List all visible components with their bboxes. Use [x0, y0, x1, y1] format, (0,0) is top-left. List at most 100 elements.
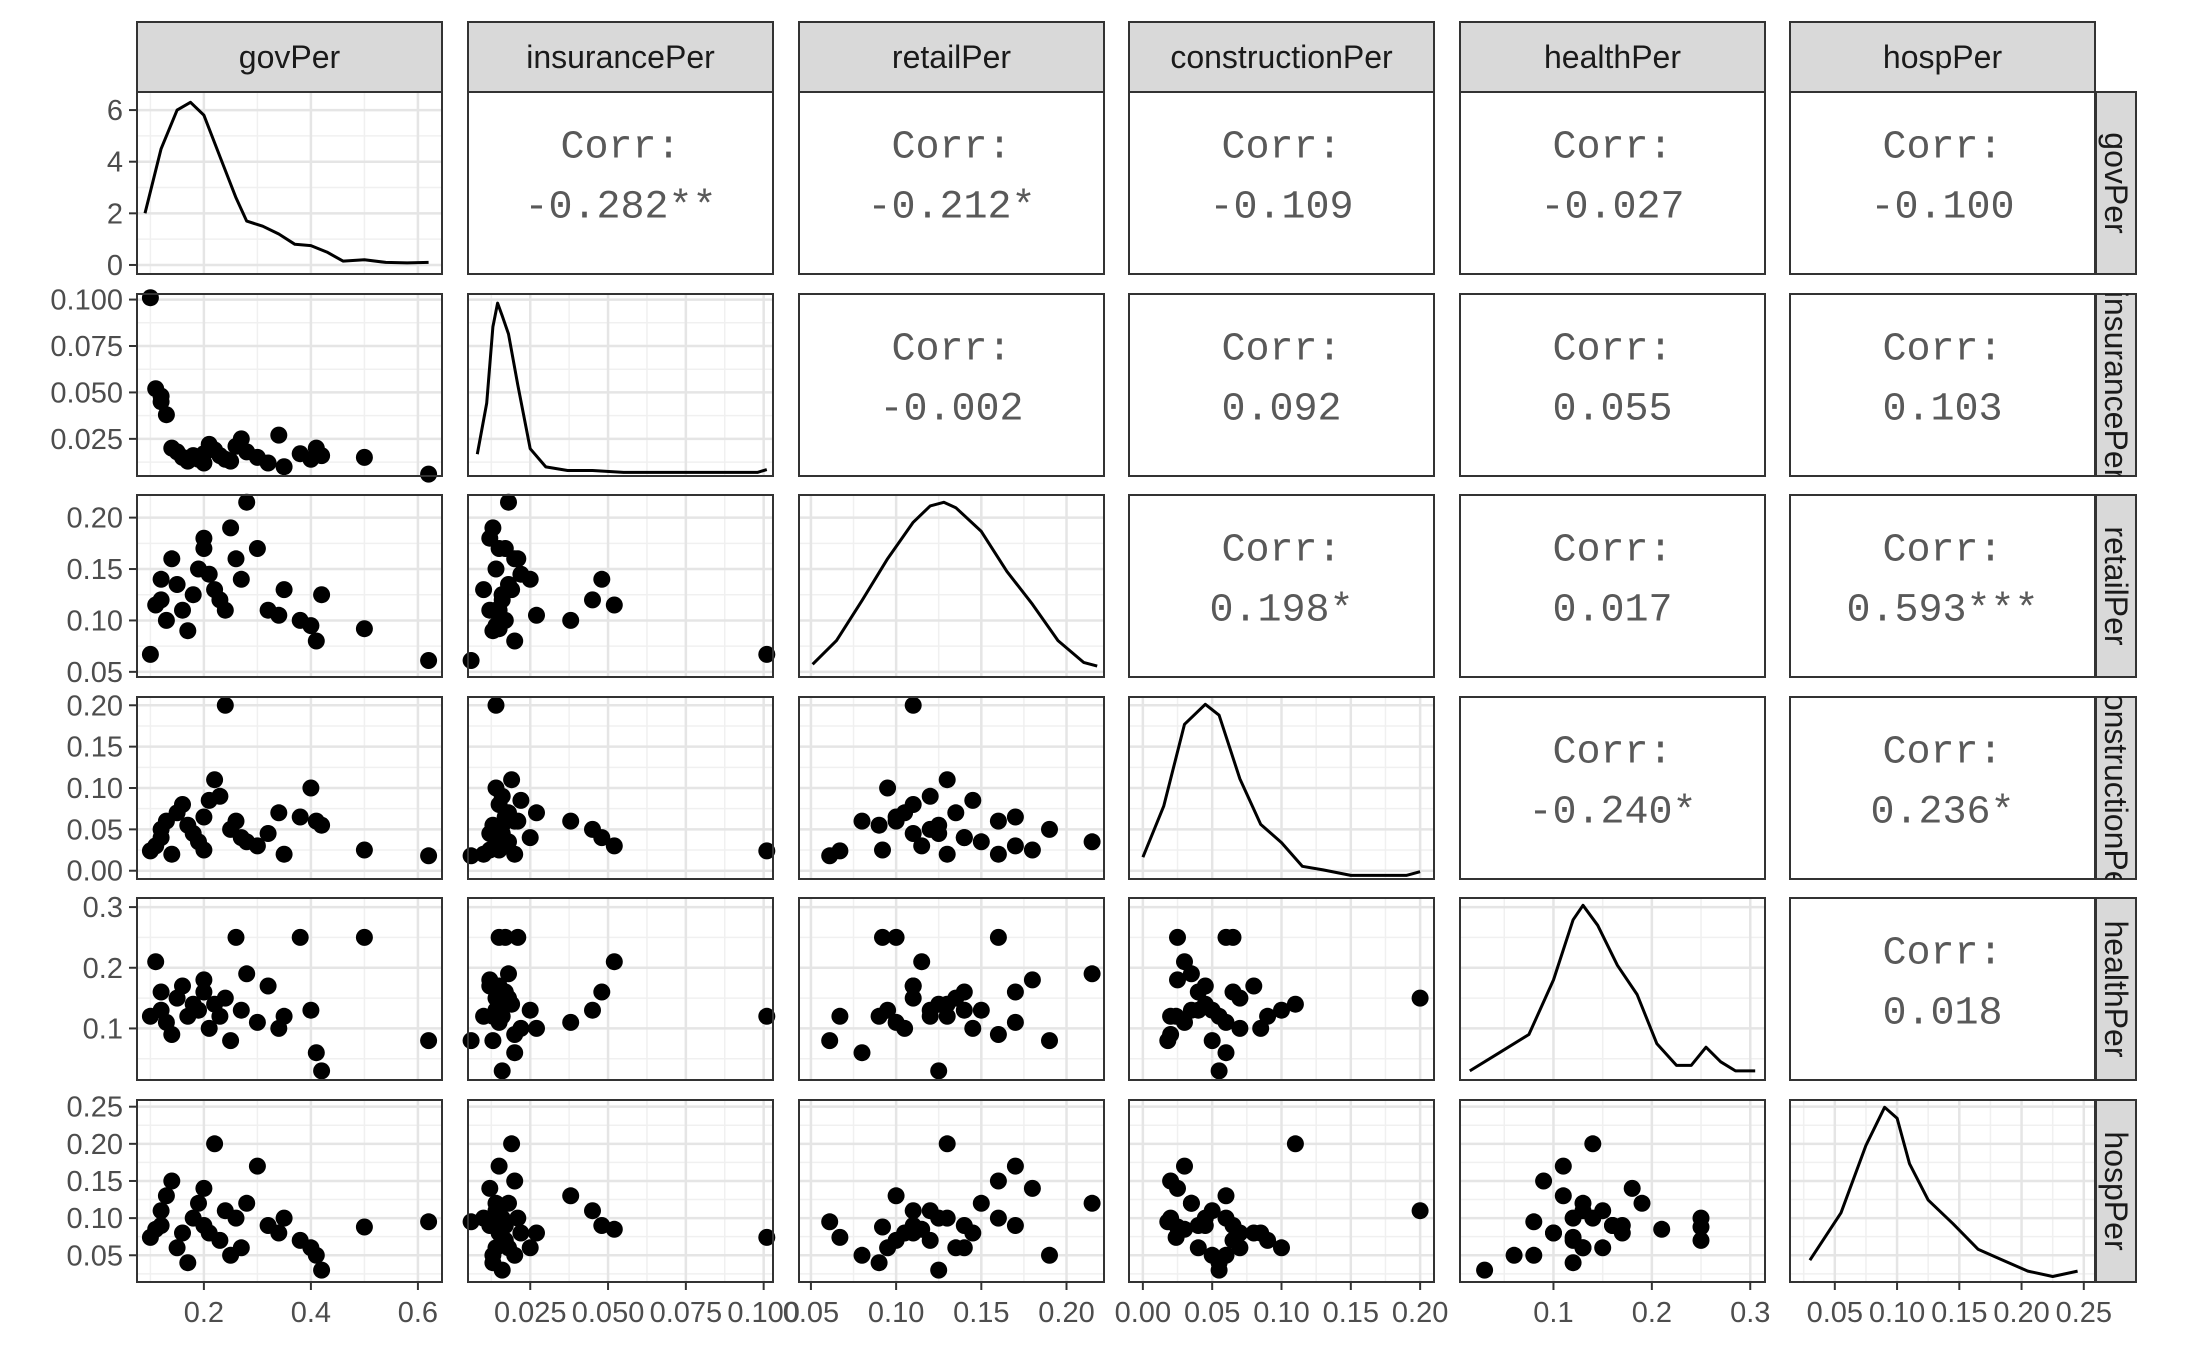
strip-background [1459, 21, 1766, 93]
scatter-point [307, 632, 325, 650]
panel-border [798, 696, 1105, 880]
scatter-point [938, 1135, 956, 1153]
scatter-point [1083, 965, 1101, 983]
scatter-point [1196, 1217, 1214, 1234]
scatter-point [1594, 1202, 1612, 1220]
y-tick-label: 0.05 [67, 1240, 123, 1272]
scatter-point [195, 808, 213, 826]
scatter-point [1574, 1239, 1592, 1257]
density-curve [1469, 903, 1756, 1073]
x-tick-label: 0.20 [1993, 1297, 2049, 1329]
scatter-point [1224, 928, 1242, 946]
scatter-point [493, 586, 511, 604]
panel-insurancePer-vs-healthPer: Corr: 0.055 [1459, 293, 1766, 477]
scatter-point [1273, 1001, 1290, 1019]
panel-background [468, 294, 773, 476]
scatter-point [1411, 989, 1429, 1007]
scatter-point [1231, 1019, 1249, 1037]
panel-hospPer-vs-retailPer [798, 1099, 1105, 1283]
scatter-point [259, 825, 277, 842]
scatter-point [313, 1062, 331, 1080]
scatter-point [1159, 1213, 1177, 1231]
scatter-point [1224, 983, 1242, 1001]
corr-value: 0.018 [1882, 992, 2002, 1037]
scatter-point [758, 842, 776, 860]
scatter-point [1594, 1239, 1612, 1257]
top-strip-constructionPer: constructionPer [1128, 21, 1435, 93]
scatter-point [1210, 1261, 1228, 1279]
x-tick-label: 0.05 [1184, 1297, 1240, 1329]
strip-label: hospPer [1883, 39, 2003, 75]
y-tick-label: 0.05 [67, 657, 123, 689]
panel-border [1459, 494, 1766, 678]
corr-value: 0.103 [1882, 388, 2002, 433]
scatter-point [1041, 820, 1058, 838]
scatter-point [509, 1209, 527, 1227]
scatter-point [821, 847, 839, 865]
scatter-point [1273, 1239, 1290, 1257]
y-tick-label: 6 [107, 95, 123, 127]
strip-label: constructionPer [1170, 39, 1393, 75]
scatter-point [420, 1213, 438, 1231]
scatter-point [174, 796, 191, 813]
scatter-point [955, 1239, 973, 1257]
panel-border [467, 696, 774, 880]
scatter-point [605, 596, 623, 614]
scatter-point [989, 1026, 1007, 1043]
panel-border [467, 1099, 774, 1283]
scatter-point [248, 540, 266, 557]
scatter-point [1564, 1254, 1582, 1272]
scatter-point [521, 1239, 539, 1257]
strip-label: retailPer [892, 39, 1012, 75]
scatter-point [1189, 1001, 1207, 1019]
strip-label: healthPer [1544, 39, 1681, 75]
panel-background [1790, 697, 2095, 879]
panel-retailPer-vs-constructionPer: Corr: 0.198* [1128, 494, 1435, 678]
strip-background [2095, 293, 2137, 477]
scatter-point [259, 977, 277, 995]
scatter-point [1259, 1007, 1277, 1025]
scatter-point [904, 825, 922, 842]
scatter-point [758, 1007, 776, 1025]
corr-label: Corr: [1882, 529, 2002, 574]
scatter-point [152, 1217, 170, 1234]
scatter-point [179, 622, 197, 640]
scatter-point [1217, 1209, 1235, 1227]
x-tick-label: 0.10 [868, 1297, 924, 1329]
panel-healthPer-vs-govPer [136, 897, 443, 1081]
scatter-point [1286, 1135, 1304, 1153]
scatter-point [913, 953, 931, 971]
scatter-point [1584, 1135, 1602, 1153]
scatter-point [248, 837, 266, 855]
scatter-point [989, 845, 1007, 863]
scatter-point [972, 1194, 990, 1212]
panel-grid: Corr:-0.282**Corr:-0.212*Corr:-0.109Corr… [136, 91, 2096, 1283]
corr-value: -0.002 [879, 388, 1023, 433]
scatter-point [506, 1044, 524, 1062]
corr-label: Corr: [1882, 126, 2002, 171]
panel-background [799, 495, 1104, 677]
panel-border [136, 494, 443, 678]
scatter-point [1176, 1013, 1193, 1031]
scatter-point [484, 519, 502, 537]
x-tick-label: 0.20 [1392, 1297, 1448, 1329]
scatter-point [152, 570, 170, 588]
scatter-point [1505, 1246, 1523, 1264]
scatter-point [227, 812, 245, 830]
scatter-point [1006, 808, 1024, 826]
scatter-point [562, 1013, 580, 1031]
scatter-point [758, 645, 776, 663]
panel-background [468, 92, 773, 274]
scatter-point [896, 1019, 914, 1037]
scatter-point [152, 983, 170, 1001]
panel-retailPer-vs-healthPer: Corr: 0.017 [1459, 494, 1766, 678]
scatter-point [270, 804, 288, 822]
scatter-point [506, 632, 524, 650]
scatter-point [475, 581, 493, 599]
scatter-point [481, 977, 499, 995]
scatter-point [521, 829, 539, 847]
x-tick-label: 0.2 [184, 1297, 224, 1329]
panel-border [136, 897, 443, 1081]
scatter-point [420, 465, 438, 483]
